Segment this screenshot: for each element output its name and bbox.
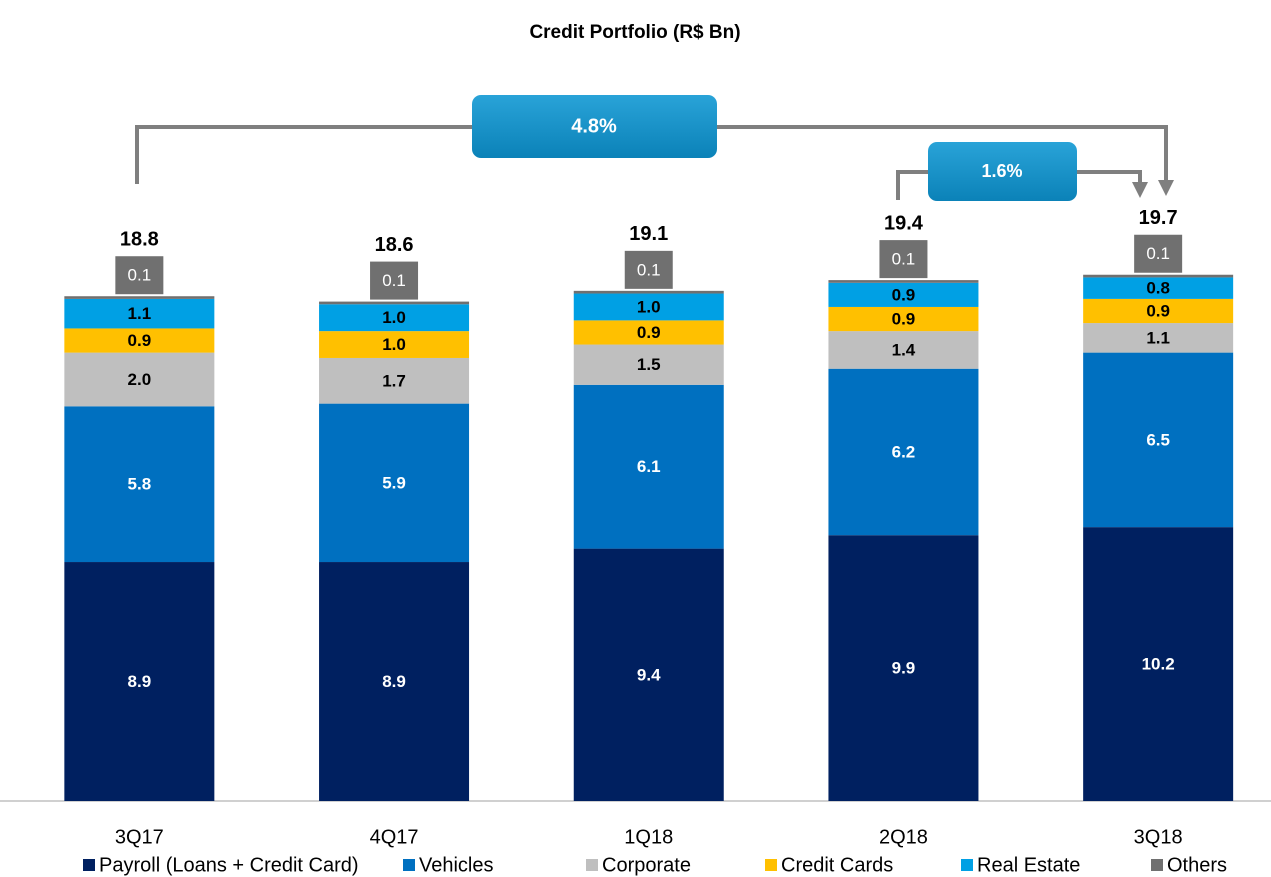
data-label: 0.8	[1146, 279, 1170, 298]
data-label-box	[624, 250, 673, 289]
bar-segment	[319, 331, 470, 358]
bar-segment	[573, 344, 724, 385]
legend-swatch	[403, 859, 415, 871]
x-tick-label: 2Q18	[879, 826, 928, 848]
total-label: 19.7	[1139, 207, 1178, 229]
data-label: 1.0	[382, 335, 406, 354]
total-label: 18.8	[120, 229, 159, 251]
bar-segment	[573, 293, 724, 321]
legend-label: Vehicles	[419, 854, 494, 876]
data-label: 5.8	[128, 475, 152, 494]
data-label-box	[370, 261, 419, 300]
x-tick-label: 4Q17	[370, 826, 419, 848]
arrow-head	[1132, 182, 1148, 198]
data-label: 0.9	[892, 285, 916, 304]
x-tick-label: 1Q18	[624, 826, 673, 848]
data-label: 2.0	[128, 370, 152, 389]
bar-segment	[64, 562, 215, 801]
arrow-head	[1158, 180, 1174, 196]
legend-label: Real Estate	[977, 854, 1080, 876]
bar-segment	[64, 352, 215, 407]
bar-segment	[573, 548, 724, 801]
data-label: 9.9	[892, 659, 916, 678]
data-label: 0.1	[128, 266, 152, 285]
x-tick-label: 3Q18	[1134, 826, 1183, 848]
data-label: 0.1	[637, 260, 661, 279]
data-label: 0.9	[637, 323, 661, 342]
x-tick-label: 3Q17	[115, 826, 164, 848]
bar-segment	[319, 562, 470, 801]
bar-segment	[573, 290, 724, 294]
bar-segment	[64, 406, 215, 563]
data-label-box	[1134, 234, 1183, 273]
bar-segment	[828, 535, 979, 801]
legend-label: Credit Cards	[781, 854, 893, 876]
data-label: 0.9	[892, 310, 916, 329]
data-label: 1.1	[128, 304, 152, 323]
data-label: 0.9	[128, 331, 152, 350]
data-label: 0.1	[382, 271, 406, 290]
data-label: 9.4	[637, 665, 661, 684]
bar-segment	[1083, 527, 1234, 801]
legend-swatch	[961, 859, 973, 871]
bar-segment	[573, 384, 724, 549]
data-label-box	[115, 256, 164, 295]
total-label: 18.6	[375, 234, 414, 256]
annotation-box	[928, 142, 1077, 201]
bar-segment	[64, 296, 215, 299]
bar-segment	[1083, 274, 1234, 278]
data-label: 1.7	[382, 371, 406, 390]
bar-segment	[64, 328, 215, 353]
bar-segment	[64, 298, 215, 329]
data-label: 6.5	[1146, 430, 1170, 449]
chart-title: Credit Portfolio (R$ Bn)	[529, 22, 740, 43]
data-label: 10.2	[1142, 655, 1175, 674]
total-label: 19.4	[884, 212, 924, 234]
bar-segment	[573, 320, 724, 345]
data-label: 1.5	[637, 355, 661, 374]
data-label: 1.0	[382, 308, 406, 327]
data-label: 8.9	[382, 672, 406, 691]
bar-segment	[828, 331, 979, 369]
data-label: 8.9	[128, 672, 152, 691]
legend-swatch	[765, 859, 777, 871]
bar-segment	[1083, 323, 1234, 353]
bar-segment	[1083, 298, 1234, 324]
bar-segment	[319, 301, 470, 305]
data-label: 0.1	[1146, 244, 1170, 263]
legend-swatch	[83, 859, 95, 871]
bar-segment	[1083, 277, 1234, 299]
data-label: 0.9	[1146, 301, 1170, 320]
bar-segment	[319, 304, 470, 332]
data-label: 1.1	[1146, 328, 1170, 347]
bar-segment	[1083, 352, 1234, 528]
bar-segment	[828, 306, 979, 332]
bar-segment	[828, 368, 979, 536]
legend-label: Others	[1167, 854, 1227, 876]
annotation: 4.8%	[571, 115, 617, 137]
annotation-box	[472, 95, 717, 158]
bar-segment	[828, 280, 979, 283]
legend-swatch	[1151, 859, 1163, 871]
data-label: 6.2	[892, 442, 916, 461]
data-label: 1.0	[637, 297, 661, 316]
data-label: 1.4	[892, 340, 916, 359]
legend-label: Corporate	[602, 854, 691, 876]
bar-segment	[828, 282, 979, 307]
data-label: 5.9	[382, 473, 406, 492]
legend-label: Payroll (Loans + Credit Card)	[99, 854, 359, 876]
bar-segment	[319, 357, 470, 404]
data-label: 0.1	[892, 250, 916, 269]
data-label-box	[879, 240, 928, 279]
bar-segment	[319, 403, 470, 563]
total-label: 19.1	[629, 223, 668, 245]
legend-swatch	[586, 859, 598, 871]
data-label: 6.1	[637, 457, 661, 476]
annotation: 1.6%	[981, 161, 1022, 181]
